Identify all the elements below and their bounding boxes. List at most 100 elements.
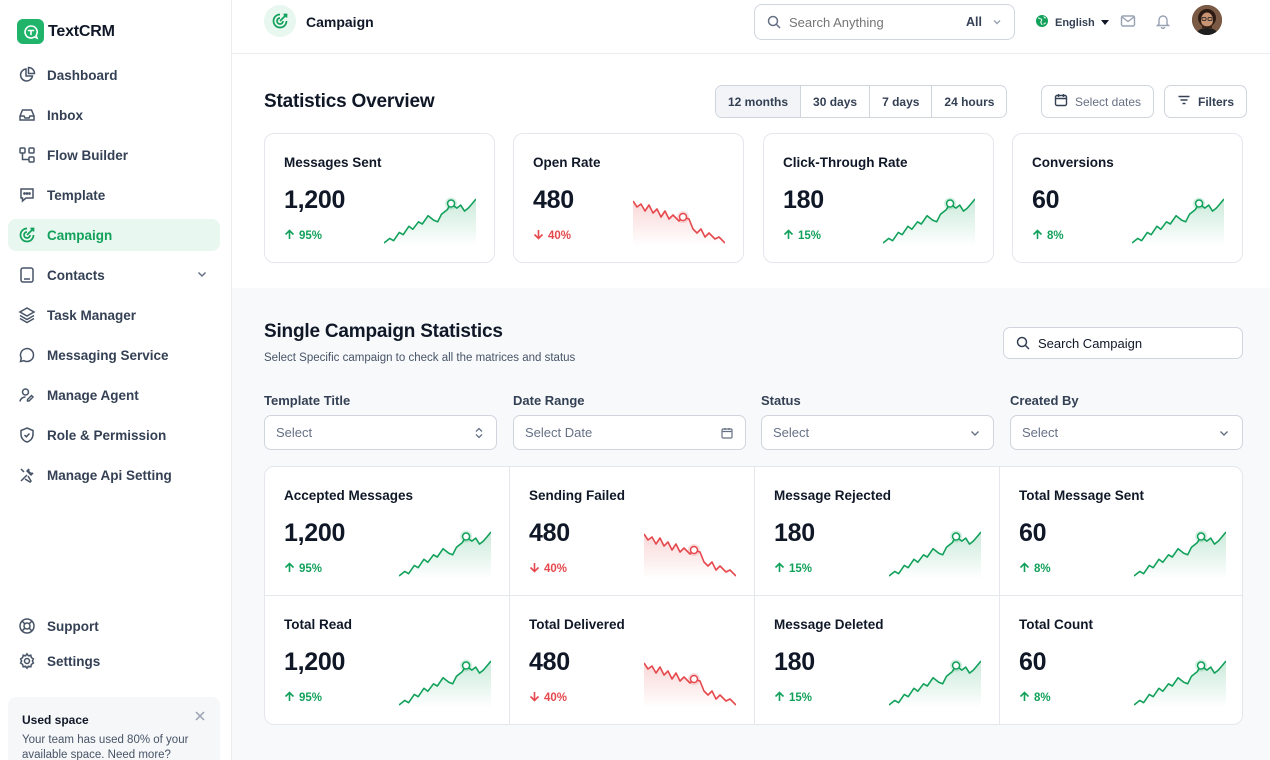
chevron-down-icon: [969, 427, 981, 439]
sidebar-item-support[interactable]: Support: [8, 610, 220, 642]
stat-delta: 95%: [284, 562, 322, 576]
caret-down-icon: [1100, 17, 1109, 29]
app-name: TextCRM: [48, 22, 115, 40]
sparkline-chart: [384, 197, 476, 246]
range-24-hours[interactable]: 24 hours: [932, 86, 1007, 117]
status-select[interactable]: Select: [761, 415, 994, 450]
stat-delta-value: 8%: [1047, 230, 1064, 242]
sidebar-item-campaign[interactable]: Campaign: [8, 219, 220, 251]
sidebar-item-settings[interactable]: Settings: [8, 645, 220, 677]
language-select[interactable]: English: [1035, 14, 1109, 31]
sidebar-item-manage-agent[interactable]: Manage Agent: [8, 379, 220, 411]
search-icon: [1016, 336, 1030, 350]
stat-delta: 15%: [774, 691, 812, 705]
stat-delta-value: 15%: [789, 563, 813, 575]
sidebar-item-template[interactable]: Template: [8, 179, 220, 211]
overview-title: Statistics Overview: [264, 91, 435, 112]
stat-delta: 95%: [284, 229, 322, 243]
sidebar-item-inbox[interactable]: Inbox: [8, 99, 220, 131]
stat-title: Total Count: [1019, 617, 1093, 632]
date-range-label: Date Range: [513, 393, 585, 408]
stat-value: 180: [774, 648, 815, 676]
used-space-title: Used space: [22, 713, 89, 727]
stat-delta-value: 40%: [544, 563, 568, 575]
sidebar-item-contacts[interactable]: Contacts: [8, 259, 220, 291]
mail-icon[interactable]: [1120, 13, 1136, 29]
pie-chart-icon: [18, 66, 36, 84]
date-range-select[interactable]: Select Date: [513, 415, 746, 450]
chevron-down-icon[interactable]: [196, 268, 208, 283]
sidebar-item-dashboard[interactable]: Dashboard: [8, 59, 220, 91]
arrow-up-icon: [284, 562, 295, 576]
campaign-stats-grid: Accepted Messages 1,200 95% Sending Fail…: [264, 466, 1243, 725]
sidebar-item-label: Role & Permission: [47, 427, 167, 443]
sidebar-item-label: Support: [47, 618, 99, 634]
created-by-select[interactable]: Select: [1010, 415, 1243, 450]
sidebar-nav: Dashboard Inbox Flow Builder Template Ca…: [8, 59, 220, 499]
stat-title: Total Delivered: [529, 617, 625, 632]
sidebar-item-task-manager[interactable]: Task Manager: [8, 299, 220, 331]
range-12-months[interactable]: 12 months: [716, 86, 802, 117]
page-title: Campaign: [306, 14, 374, 30]
avatar[interactable]: [1192, 5, 1222, 35]
arrow-up-icon: [774, 691, 785, 705]
logo[interactable]: TextCRM: [17, 19, 115, 44]
campaign-search-input[interactable]: [1038, 335, 1228, 351]
created-by-value: Select: [1022, 425, 1059, 440]
sparkline-chart: [1132, 197, 1224, 246]
stat-value: 1,200: [284, 186, 346, 214]
stat-card-open-rate: Open Rate 480 40%: [513, 133, 744, 263]
sidebar-item-label: Template: [47, 187, 106, 203]
sparkline-chart: [399, 659, 491, 708]
sidebar: TextCRM Dashboard Inbox Flow Builder Tem…: [0, 0, 232, 760]
chevron-down-icon[interactable]: [992, 17, 1002, 27]
range-30-days[interactable]: 30 days: [801, 86, 871, 117]
stat-value: 480: [529, 519, 570, 547]
arrow-up-icon: [1019, 691, 1030, 705]
bell-icon[interactable]: [1155, 13, 1171, 29]
select-dates-button[interactable]: Select dates: [1041, 85, 1155, 118]
stat-title: Messages Sent: [284, 155, 382, 170]
sidebar-item-label: Task Manager: [47, 307, 137, 323]
filters-button[interactable]: Filters: [1164, 85, 1248, 118]
stat-title: Message Rejected: [774, 488, 892, 503]
campaign-search: [1003, 327, 1243, 359]
stat-title: Open Rate: [533, 155, 601, 170]
sidebar-item-label: Dashboard: [47, 67, 118, 83]
stat-value: 180: [783, 186, 824, 214]
search-input[interactable]: [789, 14, 939, 30]
search-icon: [767, 15, 781, 29]
updown-icon: [474, 427, 484, 439]
sidebar-item-role-permission[interactable]: Role & Permission: [8, 419, 220, 451]
search-scope-select[interactable]: All: [966, 15, 982, 29]
stat-title: Click-Through Rate: [783, 155, 908, 170]
campaign-title: Single Campaign Statistics: [264, 321, 503, 342]
close-icon[interactable]: [194, 709, 206, 727]
sidebar-item-messaging-service[interactable]: Messaging Service: [8, 339, 220, 371]
stat-card-conversions: Conversions 60 8%: [1012, 133, 1243, 263]
calendar-icon: [721, 427, 733, 439]
globe-icon: [1035, 14, 1049, 31]
topbar: Campaign All English: [232, 0, 1270, 54]
campaign-icon: [18, 226, 36, 244]
language-label: English: [1055, 16, 1095, 29]
stat-delta: 40%: [533, 229, 571, 243]
stat-title: Conversions: [1032, 155, 1114, 170]
stat-card-click-through-rate: Click-Through Rate 180 15%: [763, 133, 994, 263]
template-title-select[interactable]: Select: [264, 415, 497, 450]
sidebar-item-manage-api-setting[interactable]: Manage Api Setting: [8, 459, 220, 491]
global-search: All: [754, 4, 1015, 40]
stat-card-total-read: Total Read 1,200 95%: [265, 596, 510, 724]
arrow-up-icon: [1032, 229, 1043, 243]
sparkline-chart: [644, 533, 736, 579]
stat-title: Total Read: [284, 617, 353, 632]
arrow-down-icon: [529, 691, 540, 705]
sparkline-chart: [399, 530, 491, 579]
arrow-up-icon: [284, 229, 295, 243]
range-7-days[interactable]: 7 days: [870, 86, 933, 117]
stat-card-messages-sent: Messages Sent 1,200 95%: [264, 133, 495, 263]
used-space-text: Your team has used 80% of your available…: [22, 734, 189, 760]
campaign-icon: [264, 5, 296, 37]
stat-value: 480: [533, 186, 574, 214]
sidebar-item-flow-builder[interactable]: Flow Builder: [8, 139, 220, 171]
